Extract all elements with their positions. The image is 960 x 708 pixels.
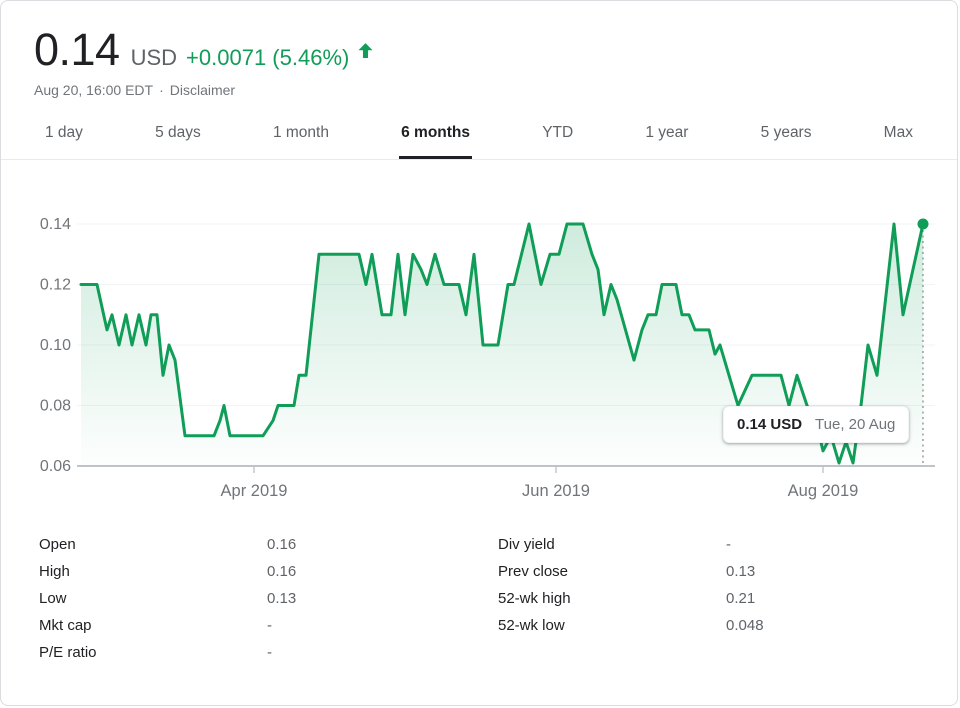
stat-value: 0.048: [726, 617, 764, 634]
tab-max[interactable]: Max: [883, 124, 913, 141]
price-line: [79, 222, 925, 465]
stat-row: 52-wk high 0.21: [498, 585, 919, 612]
tab-5-years[interactable]: 5 years: [760, 124, 812, 141]
stat-value: 0.13: [267, 590, 297, 607]
stat-label: Low: [39, 590, 67, 607]
quote-timestamp: Aug 20, 16:00 EDT: [34, 82, 154, 98]
y-axis-label: 0.08: [40, 398, 71, 415]
up-arrow-icon: [357, 42, 374, 64]
stat-value: 0.13: [726, 563, 756, 580]
stat-label: Mkt cap: [39, 617, 92, 634]
tab-1-month[interactable]: 1 month: [272, 124, 329, 141]
stat-row: High 0.16: [39, 558, 460, 585]
price-row: 0.14 USD +0.0071 (5.46%): [34, 27, 924, 72]
stat-value: 0.21: [726, 590, 756, 607]
stats-column-right: Div yield - Prev close 0.13 52-wk high 0.21 52…: [498, 531, 919, 666]
stat-label: Div yield: [498, 536, 555, 553]
tab-ytd[interactable]: YTD: [542, 124, 574, 141]
currency-label: USD: [130, 45, 178, 70]
time-range-tabs: 1 day 5 days 1 month 6 months YTD 1 year 5 yea…: [1, 106, 957, 160]
current-price: 0.14: [34, 24, 120, 75]
stat-row: 52-wk low 0.048: [498, 612, 919, 639]
y-axis-label: 0.12: [40, 277, 71, 294]
x-axis-label: Apr 2019: [221, 482, 288, 500]
stats-column-left: Open 0.16 High 0.16 Low 0.13 Mkt cap - P/E ratio…: [39, 531, 460, 666]
stat-label: 52-wk low: [498, 617, 565, 634]
stat-row: Prev close 0.13: [498, 558, 919, 585]
stat-row: Low 0.13: [39, 585, 460, 612]
tab-1-year[interactable]: 1 year: [645, 124, 689, 141]
y-axis-label: 0.10: [40, 337, 71, 354]
tab-1-day[interactable]: 1 day: [45, 124, 83, 141]
stat-value: -: [726, 536, 731, 553]
quote-subtitle: Aug 20, 16:00 EDT · Disclaimer: [34, 82, 924, 98]
stat-row: Div yield -: [498, 531, 919, 558]
quote-header: 0.14 USD +0.0071 (5.46%) Aug 20, 16:00 E…: [1, 1, 957, 98]
y-axis-label: 0.06: [40, 458, 71, 475]
chart-canvas[interactable]: 0.14 0.12 0.10 0.08 0.06 Apr 2019 Jun 2019 Aug …: [1, 165, 958, 510]
tooltip-value: 0.14 USD: [737, 416, 803, 433]
x-axis-label: Aug 2019: [788, 482, 859, 500]
stat-row: Open 0.16: [39, 531, 460, 558]
stat-label: 52-wk high: [498, 590, 571, 607]
stat-label: Prev close: [498, 563, 569, 580]
stat-row: Mkt cap -: [39, 612, 460, 639]
x-axis-label: Jun 2019: [522, 482, 590, 500]
stat-value: -: [267, 617, 272, 634]
tab-6-months[interactable]: 6 months: [399, 106, 473, 159]
last-point-marker: [917, 218, 929, 230]
price-chart[interactable]: 0.14 0.12 0.10 0.08 0.06 Apr 2019 Jun 2019 Aug …: [1, 165, 957, 510]
chart-tooltip: 0.14 USD Tue, 20 Aug: [723, 406, 910, 443]
disclaimer-link[interactable]: Disclaimer: [169, 82, 236, 98]
stat-value: 0.16: [267, 536, 297, 553]
price-change: +0.0071 (5.46%): [186, 45, 350, 70]
stat-value: -: [267, 644, 272, 661]
stat-label: P/E ratio: [39, 644, 97, 661]
stat-value: 0.16: [267, 563, 297, 580]
y-axis-label: 0.14: [40, 216, 71, 233]
separator-dot: ·: [159, 82, 164, 98]
tab-5-days[interactable]: 5 days: [155, 124, 201, 141]
stat-label: High: [39, 563, 70, 580]
key-stats: Open 0.16 High 0.16 Low 0.13 Mkt cap - P/E ratio…: [1, 510, 957, 666]
tooltip-date: Tue, 20 Aug: [815, 416, 896, 433]
stat-label: Open: [39, 536, 76, 553]
stat-row: P/E ratio -: [39, 639, 460, 666]
